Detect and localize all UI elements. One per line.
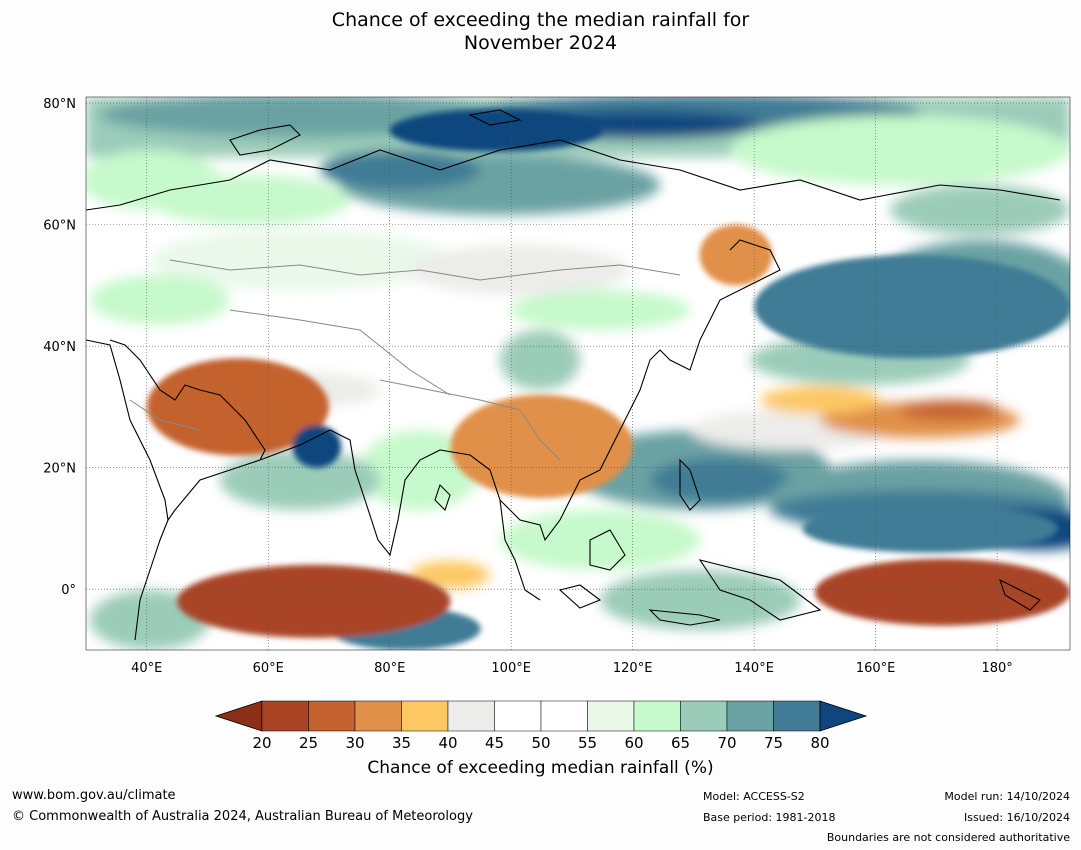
y-tick-label: 60°N bbox=[43, 219, 76, 234]
rainfall-region-6 bbox=[699, 224, 773, 286]
y-tick-label: 0° bbox=[61, 583, 76, 598]
title-line-2: November 2024 bbox=[463, 32, 618, 54]
colorbar-segment-10 bbox=[726, 700, 774, 732]
colorbar-segment-5 bbox=[494, 700, 542, 732]
colorbar-segment-9 bbox=[680, 700, 728, 732]
y-tick-label: 40°N bbox=[43, 340, 76, 355]
website-link[interactable]: www.bom.gov.au/climate bbox=[12, 788, 176, 803]
colorbar-tick-label: 25 bbox=[299, 734, 318, 752]
colorbar-extend-low bbox=[214, 700, 263, 732]
x-axis-labels: 40°E 60°E 80°E 100°E 120°E 140°E 160°E 180° bbox=[131, 661, 1013, 676]
rainfall-region-2 bbox=[814, 558, 1070, 626]
rainfall-region-5 bbox=[450, 394, 633, 499]
colorbar-segment-1 bbox=[308, 700, 356, 732]
coastlines bbox=[86, 109, 1061, 641]
copyright-text: © Commonwealth of Australia 2024, Austra… bbox=[12, 809, 473, 824]
issued-text: Issued: 16/10/2024 bbox=[963, 811, 1070, 824]
colorbar-tick-label: 35 bbox=[392, 734, 411, 752]
colorbar-segment-0 bbox=[261, 700, 309, 732]
colorbar-tick-label: 65 bbox=[671, 734, 690, 752]
colorbar-tick-label: 75 bbox=[764, 734, 783, 752]
x-tick-label: 120°E bbox=[613, 661, 653, 676]
base-period-text: Base period: 1981-2018 bbox=[703, 811, 836, 824]
colorbar-tick-label: 50 bbox=[531, 734, 550, 752]
x-tick-label: 100°E bbox=[491, 661, 531, 676]
title-line-1: Chance of exceeding the median rainfall … bbox=[331, 9, 750, 31]
colorbar-tick-label: 70 bbox=[717, 734, 736, 752]
colorbar-segment-7 bbox=[587, 700, 635, 732]
map-frame bbox=[85, 96, 1071, 651]
colorbar-tick-label: 20 bbox=[252, 734, 271, 752]
colorbar-tick-label: 60 bbox=[624, 734, 643, 752]
y-axis-labels: 80°N 60°N 40°N 20°N 0° bbox=[43, 97, 76, 598]
gridlines bbox=[86, 97, 1070, 650]
country-borders bbox=[129, 259, 681, 461]
colorbar: 20 25 30 35 40 45 50 55 60 65 70 75 80 bbox=[214, 700, 868, 752]
chart-title: Chance of exceeding the median rainfall … bbox=[0, 9, 1081, 55]
colorbar-segment-11 bbox=[773, 700, 821, 732]
rainfall-region-9 bbox=[292, 425, 342, 468]
colorbar-segment-8 bbox=[633, 700, 681, 732]
y-tick-label: 80°N bbox=[43, 97, 76, 112]
colorbar-tick-label: 55 bbox=[578, 734, 597, 752]
colorbar-tick-label: 45 bbox=[485, 734, 504, 752]
model-run-text: Model run: 14/10/2024 bbox=[944, 790, 1070, 803]
rainfall-region-8 bbox=[754, 255, 1070, 359]
disclaimer-text: Boundaries are not considered authoritat… bbox=[826, 831, 1070, 844]
colorbar-segment-3 bbox=[401, 700, 449, 732]
map-area bbox=[86, 97, 1070, 650]
colorbar-segment-4 bbox=[447, 700, 495, 732]
y-tick-label: 20°N bbox=[43, 462, 76, 477]
rainfall-region-1 bbox=[177, 564, 451, 638]
colorbar-tick-label: 30 bbox=[345, 734, 364, 752]
x-tick-label: 140°E bbox=[734, 661, 774, 676]
rainfall-region-4 bbox=[146, 358, 329, 456]
rainfall-field bbox=[86, 97, 1070, 650]
colorbar-tick-label: 40 bbox=[438, 734, 457, 752]
colorbar-label: Chance of exceeding median rainfall (%) bbox=[367, 758, 714, 778]
model-text: Model: ACCESS-S2 bbox=[703, 790, 805, 803]
colorbar-segment-2 bbox=[354, 700, 402, 732]
rainfall-region-7 bbox=[389, 109, 603, 152]
x-tick-label: 60°E bbox=[253, 661, 284, 676]
x-tick-label: 80°E bbox=[374, 661, 405, 676]
colorbar-extend-high bbox=[819, 700, 868, 732]
colorbar-tick-label: 80 bbox=[810, 734, 829, 752]
x-tick-label: 160°E bbox=[856, 661, 896, 676]
rainfall-region-3 bbox=[802, 504, 1058, 553]
colorbar-segment-6 bbox=[540, 700, 588, 732]
x-tick-label: 40°E bbox=[131, 661, 162, 676]
x-tick-label: 180° bbox=[981, 661, 1012, 676]
